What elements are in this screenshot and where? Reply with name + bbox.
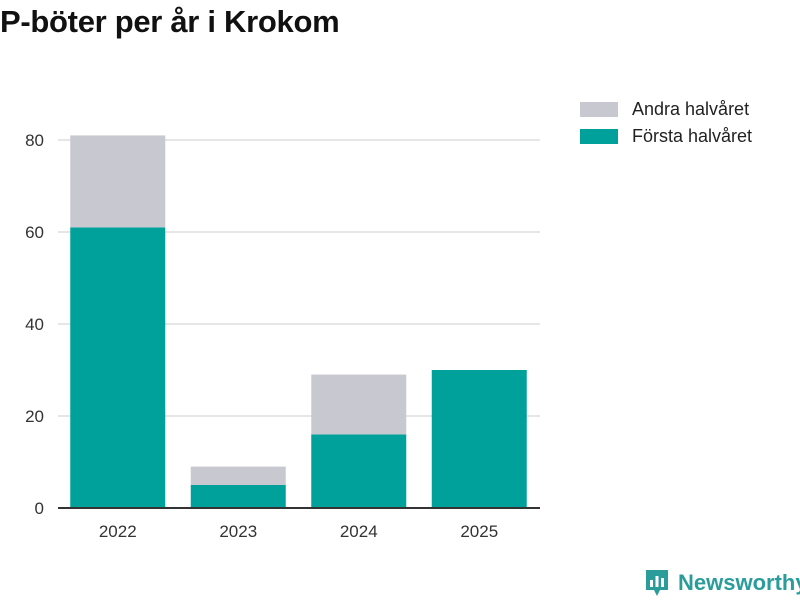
y-tick-label-80: 80 — [25, 131, 44, 150]
bar-2024-series-0 — [311, 434, 407, 508]
x-tick-label-2023: 2023 — [219, 522, 257, 541]
bar-2023-series-0 — [190, 485, 286, 508]
legend-item-forsta: Första halvåret — [580, 123, 752, 150]
bar-2024-series-1 — [311, 374, 407, 435]
brand-name: Newsworthy — [678, 570, 800, 595]
legend-label-andra: Andra halvåret — [632, 99, 750, 119]
legend-swatch-andra — [580, 102, 618, 117]
bar-2022-series-0 — [70, 227, 166, 508]
y-tick-label-20: 20 — [25, 407, 44, 426]
bar-2025-series-0 — [431, 370, 527, 508]
legend-swatch-forsta — [580, 129, 618, 144]
axes: 0 20 40 60 80 2022 2023 2024 2025 — [25, 131, 540, 541]
chart-title: P-böter per år i Krokom — [0, 4, 340, 39]
x-tick-label-2022: 2022 — [99, 522, 137, 541]
y-tick-label-40: 40 — [25, 315, 44, 334]
y-tick-label-0: 0 — [35, 499, 44, 518]
x-tick-label-2025: 2025 — [460, 522, 498, 541]
newsworthy-logo-icon — [646, 570, 668, 596]
brand-logo: Newsworthy — [644, 568, 800, 598]
x-tick-label-2024: 2024 — [340, 522, 378, 541]
bar-2022-series-1 — [70, 135, 166, 228]
bars — [70, 135, 527, 508]
legend-label-forsta: Första halvåret — [632, 126, 753, 146]
y-tick-label-60: 60 — [25, 223, 44, 242]
legend-item-andra: Andra halvåret — [580, 96, 752, 123]
bar-2023-series-1 — [190, 466, 286, 485]
legend: Andra halvåret Första halvåret — [580, 96, 752, 150]
